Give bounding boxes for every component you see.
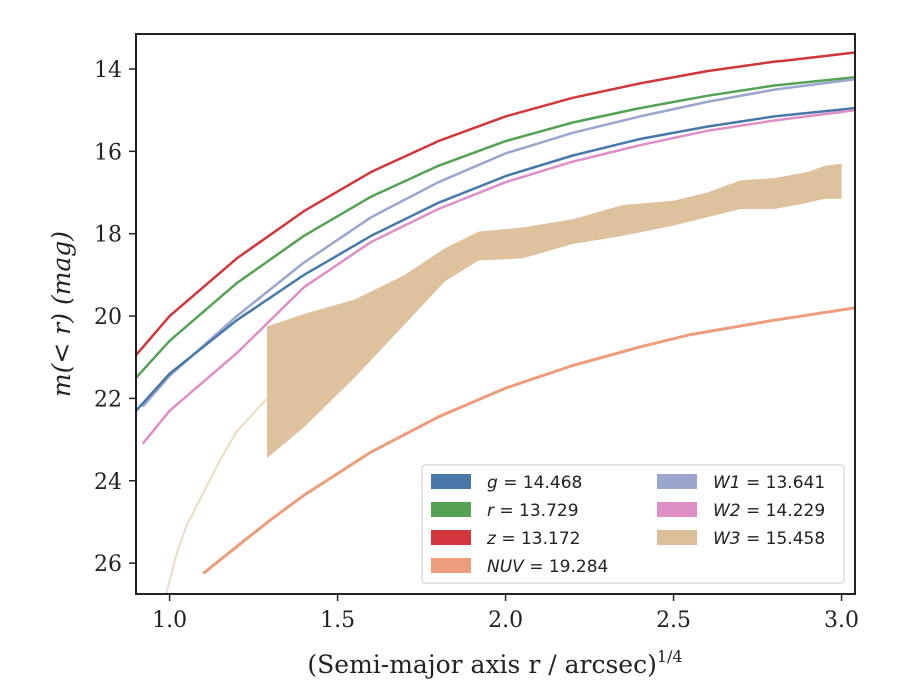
- legend-entry-w1: W1 = 13.641: [713, 473, 825, 493]
- axes-frame: [135, 33, 856, 595]
- series-w3-band: [267, 163, 842, 459]
- series-w3-faint-extension: [165, 397, 268, 594]
- y-axis-ticks: 14 16 18 20 22 24 26: [94, 58, 136, 577]
- legend-series-name: NUV: [487, 557, 525, 577]
- y-axis-label: m(< r) (mag): [47, 231, 76, 397]
- series-g-line: [136, 106, 855, 412]
- legend-box: [421, 464, 845, 584]
- x-axis-label: (Semi-major axis r / arcsec)1/4: [307, 647, 682, 679]
- x-axis-label-main: (Semi-major axis r / arcsec): [307, 650, 656, 679]
- series-w1-line: [141, 78, 855, 408]
- x-tick-label: 2.0: [488, 608, 523, 633]
- legend-entry-nuv: NUV = 19.284: [487, 557, 608, 577]
- x-tick-label: 3.0: [824, 608, 859, 633]
- legend-series-name: r: [487, 501, 495, 521]
- legend-series-value: = 14.229: [741, 501, 826, 521]
- y-tick-label: 22: [94, 387, 122, 412]
- legend-series-name: W1: [713, 473, 741, 493]
- y-tick-label: 20: [94, 305, 122, 330]
- y-tick-label: 16: [94, 140, 122, 165]
- y-tick-label: 26: [94, 552, 122, 577]
- legend-swatch-nuv: [431, 558, 471, 573]
- legend-series-value: = 13.729: [494, 501, 579, 521]
- legend-series-name: z: [486, 529, 497, 549]
- legend-swatch-z: [431, 530, 471, 545]
- legend-entry-z: z = 13.172: [486, 529, 580, 549]
- x-tick-label: 2.5: [656, 608, 691, 633]
- legend-series-value: = 19.284: [524, 557, 609, 577]
- series-w2-line: [141, 108, 855, 445]
- legend-swatch-w3: [657, 530, 697, 545]
- legend-series-value: = 14.468: [498, 473, 583, 493]
- legend-entry-w2: W2 = 14.229: [713, 501, 825, 521]
- legend-series-value: = 15.458: [741, 529, 826, 549]
- legend-series-name: W3: [713, 529, 741, 549]
- x-tick-label: 1.0: [152, 608, 187, 633]
- y-tick-label: 14: [94, 58, 122, 83]
- x-tick-label: 1.5: [320, 608, 355, 633]
- legend-series-value: = 13.641: [741, 473, 826, 493]
- y-tick-label: 24: [94, 470, 122, 495]
- legend-swatch-r: [431, 502, 471, 517]
- series-r-line: [136, 75, 855, 379]
- legend-series-value: = 13.172: [496, 529, 581, 549]
- legend-swatch-g: [431, 474, 471, 489]
- series-nuv-line: [202, 306, 855, 575]
- legend-series-name: W2: [713, 501, 741, 521]
- legend-swatch-w1: [657, 474, 697, 489]
- y-tick-label: 18: [94, 223, 122, 248]
- series-z-line: [136, 51, 855, 357]
- legend-series-name: g: [487, 473, 498, 493]
- x-axis-label-superscript: 1/4: [657, 647, 683, 666]
- legend-entry-g: g = 14.468: [487, 473, 582, 493]
- legend-entry-w3: W3 = 15.458: [713, 529, 825, 549]
- legend-swatch-w2: [657, 502, 697, 517]
- x-axis-ticks: 1.0 1.5 2.0 2.5 3.0: [152, 594, 859, 633]
- legend-entry-r: r = 13.729: [487, 501, 579, 521]
- plot-area: [136, 51, 855, 594]
